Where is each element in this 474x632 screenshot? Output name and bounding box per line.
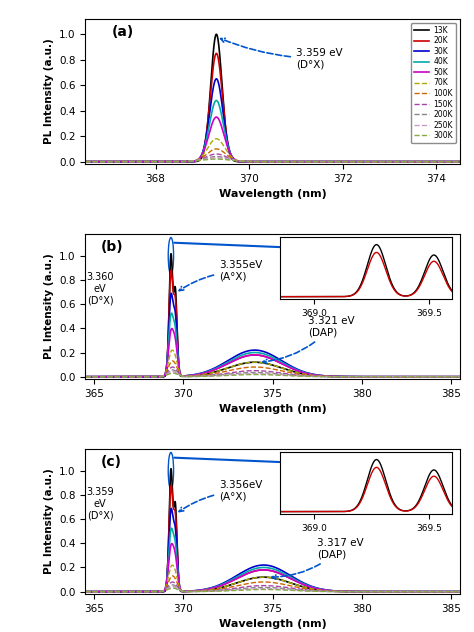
Text: 3.355eV
(A°X): 3.355eV (A°X) xyxy=(179,260,263,291)
Text: 3.317 eV
(DAP): 3.317 eV (DAP) xyxy=(272,538,364,579)
Y-axis label: PL Intensity (a.u.): PL Intensity (a.u.) xyxy=(44,468,54,574)
Text: (a): (a) xyxy=(111,25,134,39)
X-axis label: Wavelength (nm): Wavelength (nm) xyxy=(219,190,327,200)
Text: 3.360
eV
(D°X): 3.360 eV (D°X) xyxy=(87,272,114,306)
Text: 3.359
eV
(D°X): 3.359 eV (D°X) xyxy=(86,487,114,521)
X-axis label: Wavelength (nm): Wavelength (nm) xyxy=(219,404,327,415)
Y-axis label: PL Intensity (a.u.): PL Intensity (a.u.) xyxy=(44,39,54,145)
X-axis label: Wavelength (nm): Wavelength (nm) xyxy=(219,619,327,629)
Text: 3.321 eV
(DAP): 3.321 eV (DAP) xyxy=(263,316,355,363)
Text: 3.359 eV
(D°X): 3.359 eV (D°X) xyxy=(221,39,343,70)
Y-axis label: PL Intensity (a.u.): PL Intensity (a.u.) xyxy=(44,253,54,360)
Text: 3.356eV
(A°X): 3.356eV (A°X) xyxy=(179,480,263,511)
Text: (b): (b) xyxy=(100,240,123,254)
Legend: 13K, 20K, 30K, 40K, 50K, 70K, 100K, 150K, 200K, 250K, 300K: 13K, 20K, 30K, 40K, 50K, 70K, 100K, 150K… xyxy=(411,23,456,143)
Text: (c): (c) xyxy=(100,455,121,470)
